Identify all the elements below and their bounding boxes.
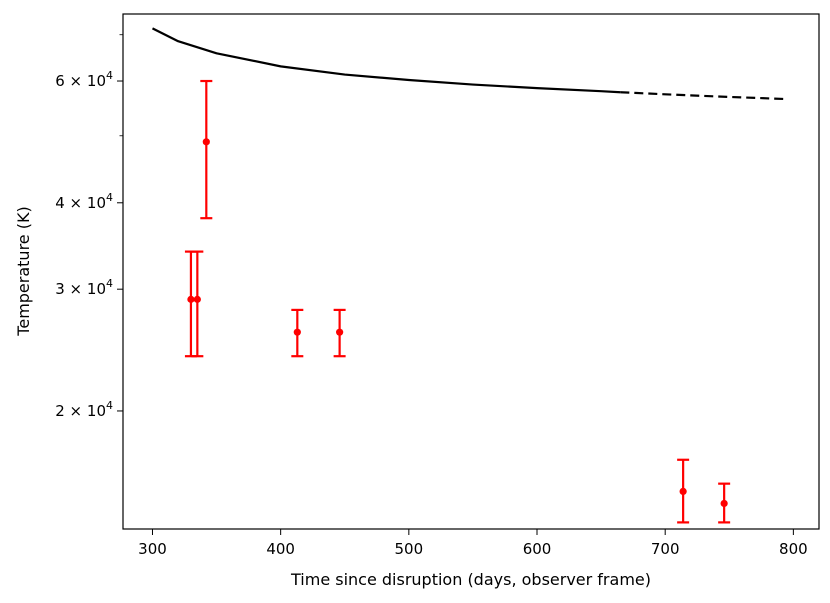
- x-tick-label: 600: [523, 540, 552, 558]
- data-point: [193, 295, 201, 303]
- y-axis-label: Temperature (K): [14, 206, 33, 336]
- plot-frame: [122, 13, 820, 530]
- y-tick-label: 2 × 104: [55, 399, 113, 420]
- model-curve-dashed: [620, 91, 788, 101]
- x-tick-label: 700: [651, 540, 680, 558]
- data-point: [187, 295, 195, 303]
- observation-2: [200, 79, 213, 220]
- data-point: [720, 499, 728, 508]
- data-point: [293, 328, 301, 336]
- y-tick-label: 4 × 104: [55, 191, 113, 212]
- y-axis-ticks: 2 × 104 3 × 104 4 × 104 6 × 104: [55, 34, 123, 420]
- plot-area: [123, 14, 819, 529]
- observation-3: [291, 308, 304, 358]
- x-tick-label: 800: [779, 540, 808, 558]
- x-tick-label: 500: [395, 540, 424, 558]
- model-curve-solid: [151, 27, 621, 94]
- data-point: [679, 487, 687, 496]
- data-point: [202, 138, 210, 146]
- y-tick-label: 6 × 104: [55, 69, 113, 90]
- observations-layer: [184, 79, 731, 524]
- observation-5: [677, 458, 690, 524]
- observation-6: [718, 482, 731, 524]
- x-axis-label: Time since disruption (days, observer fr…: [290, 570, 651, 589]
- observation-1: [191, 250, 204, 358]
- x-tick-label: 300: [138, 540, 167, 558]
- observation-4: [333, 308, 346, 358]
- data-point: [336, 328, 344, 336]
- x-tick-label: 400: [266, 540, 295, 558]
- y-tick-label: 3 × 104: [55, 277, 113, 298]
- model-curve-layer: [151, 27, 788, 101]
- x-axis-ticks: 300 400 500 600 700 800: [138, 529, 808, 558]
